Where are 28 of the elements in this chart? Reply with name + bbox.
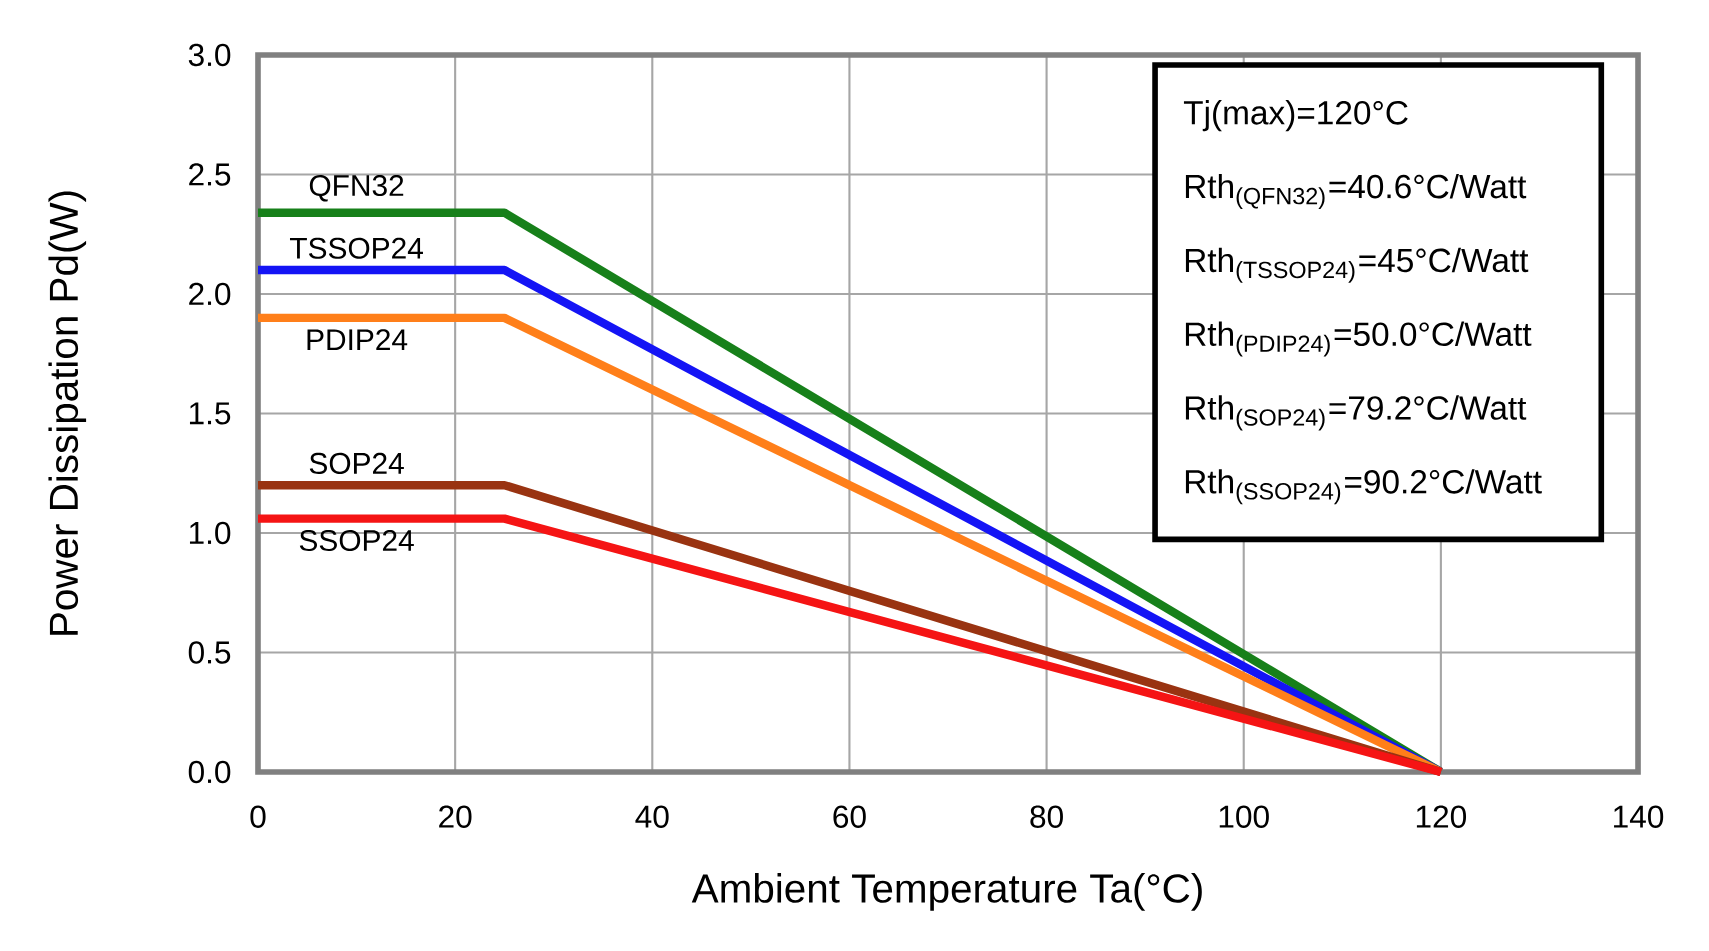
y-tick-label: 2.5 xyxy=(189,163,231,186)
annotation: Rth$_{(QFN32)}$=40.6°C/Watt xyxy=(1185,173,1527,209)
series-label: QFN32 xyxy=(309,174,404,202)
x-tick-label: 140 xyxy=(1614,805,1664,828)
x-axis-title: Ambient Temperature Ta(°C) xyxy=(691,873,1202,911)
x-tick-label: 80 xyxy=(1030,805,1063,828)
x-tick-label: 40 xyxy=(635,805,669,828)
x-tick-label: 60 xyxy=(833,805,866,828)
x-tick-label: 120 xyxy=(1416,805,1467,828)
series-label: SOP24 xyxy=(309,452,404,474)
y-tick-label: 1.0 xyxy=(189,521,231,545)
y-tick-label: 2.0 xyxy=(189,282,231,306)
x-tick-label: 0 xyxy=(250,805,266,828)
annotation: Rth$_{(PDIP24)}$=50.0°C/Watt xyxy=(1185,321,1532,357)
x-tick-label: 20 xyxy=(439,805,472,828)
series-label: SSOP24 xyxy=(299,529,414,552)
y-tick-label: 3.0 xyxy=(188,43,231,67)
annotation: Tj(max)=120°C xyxy=(1183,100,1408,132)
annotation: Rth$_{(TSSOP24)}$=45°C/Watt xyxy=(1185,247,1529,283)
annotation: Rth$_{(SOP24)}$=79.2°C/Watt xyxy=(1185,395,1527,431)
y-tick-label: 0.0 xyxy=(188,760,231,784)
y-tick-label: 0.5 xyxy=(188,641,231,664)
series-label: PDIP24 xyxy=(307,329,408,350)
series-label: TSSOP24 xyxy=(289,237,423,259)
y-tick-label: 1.5 xyxy=(189,402,231,425)
annotation: Rth$_{(SSOP24)}$=90.2°C/Watt xyxy=(1185,469,1542,505)
y-axis-title: Power Dissipation Pd(W) xyxy=(48,191,87,635)
x-tick-label: 100 xyxy=(1219,805,1269,828)
